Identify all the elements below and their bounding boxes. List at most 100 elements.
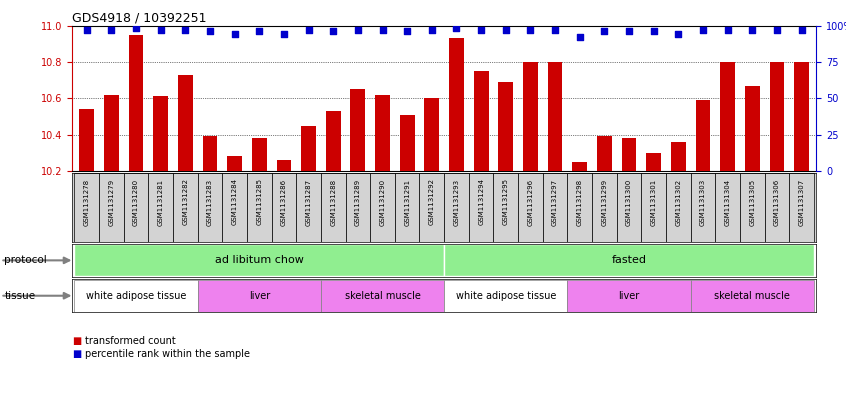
Point	[327, 28, 340, 35]
Bar	[765, 173, 789, 242]
Text: GSM1131293: GSM1131293	[453, 178, 459, 226]
Text: GSM1131303: GSM1131303	[700, 178, 706, 226]
Text: GSM1131292: GSM1131292	[429, 178, 435, 226]
Bar	[770, 62, 784, 171]
Bar	[80, 109, 94, 171]
Bar	[444, 280, 568, 312]
Bar	[99, 173, 124, 242]
Bar	[543, 173, 568, 242]
Bar	[124, 173, 148, 242]
Point	[548, 27, 562, 33]
Bar	[716, 173, 740, 242]
Text: GSM1131283: GSM1131283	[207, 178, 213, 226]
Bar	[744, 86, 760, 171]
Bar	[498, 82, 514, 171]
Bar	[493, 173, 518, 242]
Text: GSM1131278: GSM1131278	[84, 178, 90, 226]
Bar	[690, 280, 814, 312]
Bar	[641, 173, 666, 242]
Bar	[592, 173, 617, 242]
Bar	[518, 173, 543, 242]
Point	[179, 27, 192, 33]
Bar	[568, 173, 592, 242]
Point	[770, 27, 783, 33]
Bar	[321, 280, 444, 312]
Text: GSM1131288: GSM1131288	[330, 178, 336, 226]
Point	[696, 27, 710, 33]
Text: white adipose tissue: white adipose tissue	[85, 291, 186, 301]
Bar	[371, 173, 395, 242]
Point	[647, 28, 661, 35]
Text: liver: liver	[249, 291, 270, 301]
Bar	[617, 173, 641, 242]
Point	[277, 31, 291, 37]
Bar	[129, 35, 144, 171]
Point	[252, 28, 266, 35]
Text: GSM1131299: GSM1131299	[602, 178, 607, 226]
Bar	[74, 173, 99, 242]
Bar	[789, 173, 814, 242]
Text: skeletal muscle: skeletal muscle	[714, 291, 790, 301]
Text: GSM1131302: GSM1131302	[675, 178, 681, 226]
Text: GSM1131289: GSM1131289	[354, 178, 361, 226]
Point	[499, 27, 513, 33]
Point	[450, 25, 464, 31]
Bar	[198, 173, 222, 242]
Bar	[178, 75, 193, 171]
Point	[351, 27, 365, 33]
Bar	[202, 136, 217, 171]
Text: ad libitum chow: ad libitum chow	[215, 255, 304, 265]
Text: tissue: tissue	[4, 291, 36, 301]
Text: ■: ■	[72, 349, 81, 359]
Bar	[400, 115, 415, 171]
Text: GSM1131306: GSM1131306	[774, 178, 780, 226]
Bar	[690, 173, 716, 242]
Text: fasted: fasted	[612, 255, 646, 265]
Bar	[740, 173, 765, 242]
Point	[129, 25, 143, 31]
Bar	[247, 173, 272, 242]
Bar	[198, 280, 321, 312]
Text: GSM1131287: GSM1131287	[305, 178, 311, 226]
Point	[302, 27, 316, 33]
Point	[376, 27, 389, 33]
Bar	[469, 173, 493, 242]
Point	[573, 34, 586, 40]
Text: GSM1131284: GSM1131284	[232, 178, 238, 226]
Point	[228, 31, 241, 37]
Bar	[301, 125, 316, 171]
Bar	[646, 153, 661, 171]
Bar	[326, 111, 341, 171]
Text: GSM1131298: GSM1131298	[577, 178, 583, 226]
Text: liver: liver	[618, 291, 640, 301]
Text: GSM1131297: GSM1131297	[552, 178, 558, 226]
Point	[400, 28, 414, 35]
Bar	[420, 173, 444, 242]
Text: GSM1131290: GSM1131290	[380, 178, 386, 226]
Bar	[321, 173, 345, 242]
Bar	[272, 173, 296, 242]
Bar	[568, 280, 690, 312]
Bar	[573, 162, 587, 171]
Bar	[622, 138, 636, 171]
Point	[597, 28, 611, 35]
Text: ■: ■	[72, 336, 81, 346]
Point	[425, 27, 438, 33]
Bar	[547, 62, 563, 171]
Bar	[449, 38, 464, 171]
Bar	[252, 138, 266, 171]
Bar	[148, 173, 173, 242]
Point	[745, 27, 759, 33]
Text: skeletal muscle: skeletal muscle	[344, 291, 420, 301]
Point	[524, 27, 537, 33]
Text: GSM1131294: GSM1131294	[478, 178, 484, 226]
Bar	[720, 62, 735, 171]
Bar	[350, 89, 365, 171]
Bar	[375, 95, 390, 171]
Bar	[597, 136, 612, 171]
Bar	[523, 62, 538, 171]
Point	[672, 31, 685, 37]
Point	[105, 27, 118, 33]
Point	[475, 27, 488, 33]
Bar	[222, 173, 247, 242]
